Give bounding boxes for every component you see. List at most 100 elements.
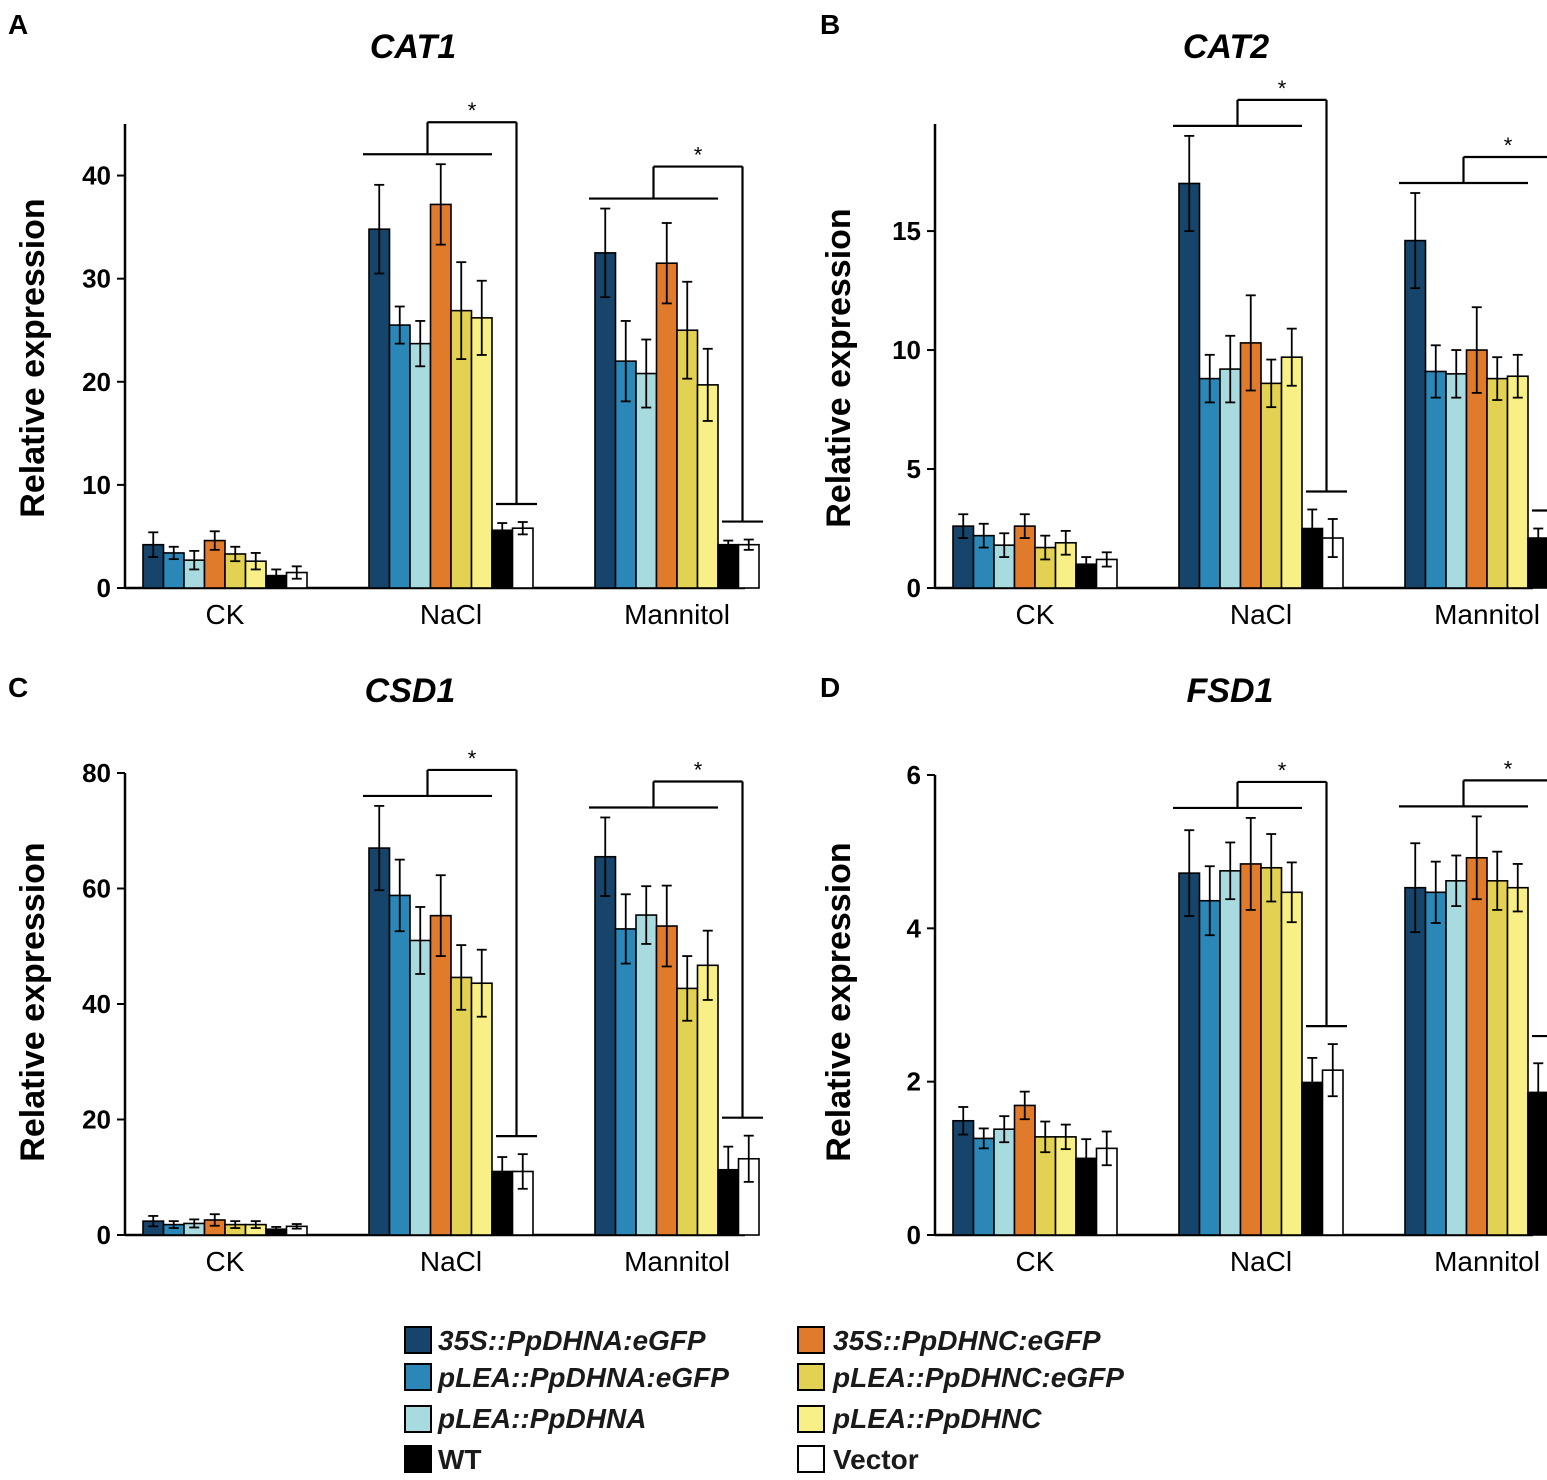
y-tick-label: 5 bbox=[907, 454, 921, 484]
bar-s35_dhna bbox=[952, 1119, 975, 1236]
bar-s35_dhna bbox=[594, 855, 617, 1236]
bar-plea_dhna_egfp bbox=[1424, 891, 1447, 1236]
bar-plea_dhna bbox=[1445, 879, 1468, 1236]
y-tick-label: 40 bbox=[82, 161, 111, 191]
bar-plea_dhnc bbox=[1280, 891, 1303, 1236]
legend-swatch bbox=[404, 1405, 432, 1433]
bar-plea_dhna bbox=[409, 342, 432, 589]
bar-plea_dhnc_egfp bbox=[1486, 879, 1509, 1236]
x-tick-label: Mannitol bbox=[1434, 1246, 1540, 1277]
x-tick-label: CK bbox=[1016, 1246, 1055, 1277]
y-tick-label: 30 bbox=[82, 264, 111, 294]
legend-item: Vector bbox=[797, 1444, 919, 1475]
bar-plea_dhnc_egfp bbox=[450, 976, 473, 1236]
panel-title-b: CAT2 bbox=[1183, 28, 1269, 66]
legend-label: Vector bbox=[833, 1444, 919, 1475]
significance-star: * bbox=[694, 143, 703, 168]
panel-c: C CSD1 Relative expression 0 20 40 60 80 CK Na… bbox=[8, 672, 763, 1277]
bar-plea_dhnc bbox=[1506, 375, 1529, 589]
bar-plea_dhnc bbox=[696, 964, 719, 1236]
legend: 35S::PpDHNA:eGFP pLEA::PpDHNA:eGFP pLEA:… bbox=[404, 1325, 1124, 1475]
bar-vector bbox=[737, 543, 760, 589]
legend-label: pLEA::PpDHNA bbox=[437, 1403, 646, 1434]
significance-star: * bbox=[1504, 756, 1513, 781]
bar-plea_dhna_egfp bbox=[1198, 377, 1221, 589]
bar-plea_dhna_egfp bbox=[1424, 370, 1447, 589]
bar-s35_dhnc bbox=[429, 203, 452, 589]
legend-label: pLEA::PpDHNA:eGFP bbox=[437, 1362, 729, 1393]
bar-s35_dhna bbox=[1178, 872, 1201, 1236]
y-axis-label-a: Relative expression bbox=[14, 198, 52, 517]
legend-swatch bbox=[797, 1445, 825, 1473]
y-tick-label: 80 bbox=[82, 758, 111, 788]
bar-plea_dhna_egfp bbox=[614, 928, 637, 1236]
x-tick-label: NaCl bbox=[420, 1246, 482, 1277]
bar-plea_dhna bbox=[635, 914, 658, 1236]
x-tick-label: Mannitol bbox=[624, 599, 730, 630]
bar-plea_dhnc bbox=[1280, 356, 1303, 589]
legend-label: pLEA::PpDHNC:eGFP bbox=[832, 1362, 1124, 1393]
legend-swatch bbox=[797, 1405, 825, 1433]
bar-plea_dhnc bbox=[1054, 1136, 1077, 1236]
y-axis-label-c: Relative expression bbox=[14, 842, 52, 1161]
y-tick-label: 20 bbox=[82, 1105, 111, 1135]
significance-star: * bbox=[468, 746, 477, 771]
x-tick-label: Mannitol bbox=[1434, 599, 1540, 630]
legend-item: WT bbox=[404, 1444, 482, 1475]
significance-star: * bbox=[694, 757, 703, 782]
bar-s35_dhna bbox=[1404, 886, 1427, 1236]
panel-letter-d: D bbox=[820, 672, 840, 703]
y-tick-label: 0 bbox=[907, 573, 921, 603]
bar-plea_dhna bbox=[1219, 870, 1242, 1236]
panel-letter-c: C bbox=[8, 672, 28, 703]
panel-b: B CAT2 Relative expression 0 5 10 15 CK NaCl *… bbox=[820, 9, 1547, 630]
bar-plea_dhnc_egfp bbox=[1260, 866, 1283, 1236]
bar-plea_dhna_egfp bbox=[388, 894, 411, 1236]
bar-s35_dhna bbox=[1404, 239, 1427, 589]
significance-star: * bbox=[468, 98, 477, 123]
panel-d: D FSD1 Relative expression 0 2 4 6 CK NaCl * Ma… bbox=[820, 672, 1547, 1277]
bar-s35_dhna bbox=[368, 228, 391, 589]
significance-star: * bbox=[1278, 76, 1287, 101]
bar-plea_dhna_egfp bbox=[388, 324, 411, 589]
bar-s35_dhnc bbox=[429, 914, 452, 1236]
legend-swatch bbox=[404, 1326, 432, 1354]
bar-wt bbox=[491, 529, 514, 589]
significance-star: * bbox=[1278, 758, 1287, 783]
y-tick-label: 15 bbox=[892, 216, 921, 246]
bar-vector bbox=[511, 527, 534, 589]
y-tick-label: 10 bbox=[82, 470, 111, 500]
x-tick-label: CK bbox=[206, 599, 245, 630]
bar-plea_dhnc_egfp bbox=[676, 987, 699, 1236]
bar-s35_dhna bbox=[1178, 182, 1201, 589]
legend-label: pLEA::PpDHNC bbox=[832, 1403, 1042, 1434]
legend-label: WT bbox=[438, 1444, 482, 1475]
panel-title-c: CSD1 bbox=[365, 672, 456, 710]
x-tick-label: NaCl bbox=[1230, 599, 1292, 630]
y-axis-label-b: Relative expression bbox=[820, 208, 858, 527]
x-tick-label: CK bbox=[1016, 599, 1055, 630]
y-tick-label: 20 bbox=[82, 367, 111, 397]
y-tick-label: 2 bbox=[907, 1067, 921, 1097]
legend-label: 35S::PpDHNC:eGFP bbox=[833, 1325, 1101, 1356]
bar-s35_dhna bbox=[368, 847, 391, 1236]
bar-s35_dhnc bbox=[1239, 863, 1262, 1236]
bar-plea_dhna bbox=[409, 939, 432, 1236]
legend-swatch bbox=[404, 1445, 432, 1473]
y-tick-label: 0 bbox=[97, 1220, 111, 1250]
legend-item: pLEA::PpDHNA bbox=[404, 1403, 646, 1434]
x-tick-label: NaCl bbox=[1230, 1246, 1292, 1277]
panel-title-d: FSD1 bbox=[1187, 672, 1274, 710]
significance-star: * bbox=[1504, 133, 1513, 158]
bar-s35_dhna bbox=[594, 252, 617, 589]
bar-plea_dhna_egfp bbox=[1198, 899, 1221, 1236]
y-axis-label-d: Relative expression bbox=[820, 842, 858, 1161]
y-tick-label: 60 bbox=[82, 874, 111, 904]
panel-letter-b: B bbox=[820, 9, 840, 40]
legend-label: 35S::PpDHNA:eGFP bbox=[438, 1325, 706, 1356]
bar-s35_dhnc bbox=[1465, 856, 1488, 1236]
legend-item: 35S::PpDHNA:eGFP bbox=[404, 1325, 706, 1356]
panel-letter-a: A bbox=[8, 9, 28, 40]
y-tick-label: 0 bbox=[97, 573, 111, 603]
